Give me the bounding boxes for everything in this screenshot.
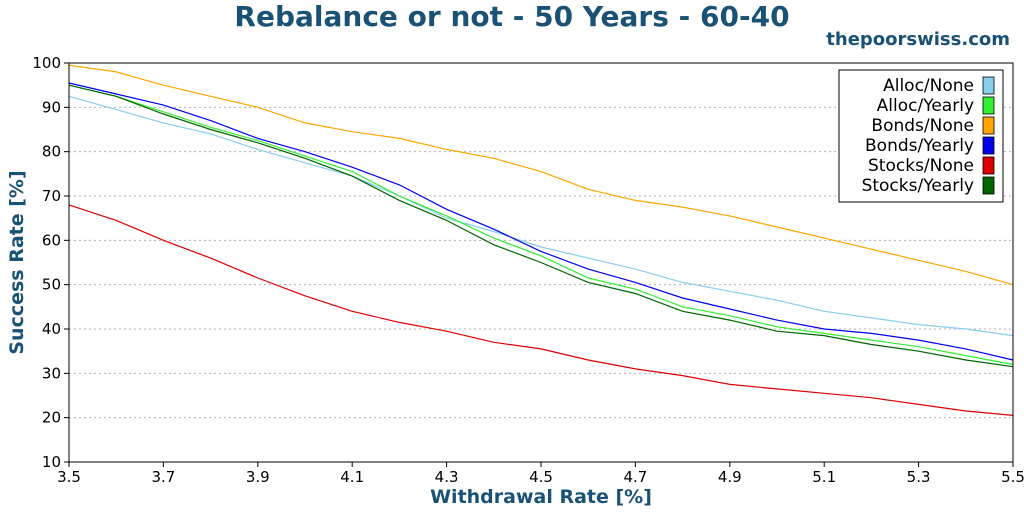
x-axis-title: Withdrawal Rate [%]	[430, 486, 652, 508]
y-tick-label: 30	[42, 364, 61, 382]
x-tick-label: 4.1	[340, 468, 364, 486]
legend-label: Alloc/Yearly	[877, 96, 974, 116]
x-axis: 3.5 3.7 3.9 4.1 4.3 4.5 4.7 4.9 5.1 5.3 5.5	[57, 462, 1024, 486]
x-tick-label: 4.5	[529, 468, 553, 486]
x-tick-label: 3.9	[246, 468, 270, 486]
legend: Alloc/NoneAlloc/YearlyBonds/NoneBonds/Ye…	[838, 69, 1004, 203]
x-tick-label: 3.7	[151, 468, 175, 486]
legend-box	[838, 69, 1004, 203]
y-tick-label: 40	[42, 320, 61, 338]
x-tick-label: 4.7	[623, 468, 647, 486]
legend-label: Bonds/Yearly	[865, 136, 974, 156]
y-tick-label: 10	[42, 453, 61, 471]
y-tick-label: 70	[42, 187, 61, 205]
legend-swatch	[982, 176, 995, 195]
legend-swatch	[982, 156, 995, 175]
legend-swatch	[982, 76, 995, 95]
y-axis-title: Success Rate [%]	[6, 170, 28, 354]
legend-label: Stocks/Yearly	[862, 176, 974, 196]
legend-swatch	[982, 96, 995, 115]
y-tick-label: 20	[42, 409, 61, 427]
series-lines	[68, 64, 1014, 416]
y-tick-label: 60	[42, 231, 61, 249]
legend-label: Alloc/None	[883, 76, 974, 96]
y-tick-label: 50	[42, 276, 61, 294]
legend-label: Bonds/None	[871, 116, 974, 136]
series-line-alloc-yearly	[68, 84, 1014, 366]
x-tick-label: 3.5	[57, 468, 81, 486]
x-tick-label: 5.3	[907, 468, 931, 486]
x-tick-label: 4.9	[718, 468, 742, 486]
x-tick-label: 5.1	[812, 468, 836, 486]
series-line-bonds-none	[68, 64, 1014, 286]
y-tick-label: 80	[42, 143, 61, 161]
series-line-stocks-yearly	[68, 84, 1014, 368]
series-line-stocks-none	[68, 204, 1014, 416]
y-axis: 10 20 30 40 50 60 70 80 90 100	[32, 54, 69, 471]
x-tick-label: 5.5	[1001, 468, 1024, 486]
x-tick-label: 4.3	[435, 468, 459, 486]
y-tick-label: 90	[42, 98, 61, 116]
legend-swatch	[982, 136, 995, 155]
legend-label: Stocks/None	[868, 156, 974, 176]
series-line-bonds-yearly	[68, 82, 1014, 361]
chart-title: Rebalance or not - 50 Years - 60-40	[234, 0, 790, 33]
y-tick-label: 100	[32, 54, 61, 72]
legend-swatch	[982, 116, 995, 135]
series-line-alloc-none	[68, 95, 1014, 337]
watermark: thepoorswiss.com	[826, 29, 1010, 50]
